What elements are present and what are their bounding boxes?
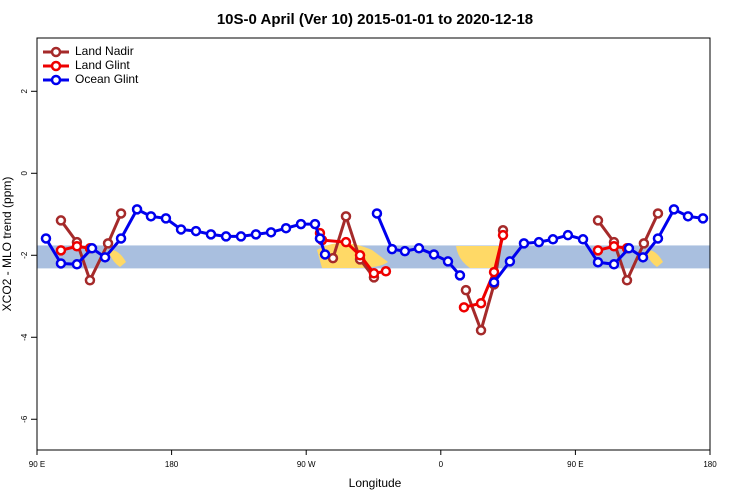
point bbox=[40, 233, 52, 244]
x-tick-label: 90 E bbox=[29, 460, 45, 469]
x-tick-label: 180 bbox=[165, 460, 179, 469]
point bbox=[340, 236, 352, 248]
point bbox=[623, 243, 635, 254]
point bbox=[621, 275, 633, 286]
x-tick-label: 180 bbox=[703, 460, 717, 469]
point bbox=[637, 252, 649, 263]
point bbox=[592, 245, 604, 256]
point bbox=[145, 211, 157, 222]
point bbox=[475, 297, 487, 309]
chart-title: 10S-0 April (Ver 10) 2015-01-01 to 2020-… bbox=[217, 11, 533, 28]
point bbox=[115, 208, 127, 219]
legend-label: Land Glint bbox=[75, 58, 130, 72]
point bbox=[497, 229, 509, 241]
point bbox=[354, 250, 366, 261]
point bbox=[652, 208, 664, 219]
point bbox=[190, 225, 202, 237]
x-tick-label: 0 bbox=[439, 460, 444, 469]
y-tick-label: 0 bbox=[20, 171, 29, 176]
point bbox=[220, 231, 232, 242]
point bbox=[71, 241, 83, 252]
series bbox=[55, 208, 664, 336]
y-tick-label: -2 bbox=[20, 251, 29, 259]
point bbox=[280, 222, 292, 234]
point bbox=[562, 229, 574, 241]
point bbox=[442, 256, 454, 267]
point bbox=[86, 243, 98, 254]
point bbox=[608, 259, 620, 270]
point bbox=[460, 284, 472, 296]
point bbox=[504, 256, 516, 267]
y-axis-label: XCO2 - MLO trend (ppm) bbox=[0, 177, 14, 312]
point bbox=[265, 227, 277, 238]
point bbox=[475, 325, 487, 336]
point bbox=[55, 215, 67, 226]
point bbox=[99, 252, 111, 263]
point bbox=[386, 243, 398, 255]
plot-frame bbox=[36, 37, 711, 451]
point bbox=[368, 268, 380, 279]
point bbox=[84, 275, 96, 286]
point bbox=[205, 229, 217, 240]
point bbox=[652, 233, 664, 244]
point bbox=[454, 270, 466, 281]
point bbox=[399, 245, 411, 257]
point bbox=[697, 213, 709, 224]
legend-marker bbox=[50, 60, 62, 72]
point bbox=[71, 259, 83, 270]
point bbox=[340, 211, 352, 222]
point bbox=[55, 245, 67, 256]
point bbox=[608, 241, 620, 252]
point bbox=[55, 258, 67, 269]
point bbox=[314, 233, 326, 244]
point bbox=[638, 238, 650, 249]
x-tick-label: 90 E bbox=[567, 460, 583, 469]
point bbox=[533, 236, 545, 248]
point bbox=[458, 302, 470, 313]
point bbox=[175, 224, 187, 235]
legend-marker bbox=[50, 74, 62, 86]
point bbox=[380, 266, 392, 277]
legend-label: Ocean Glint bbox=[75, 72, 139, 86]
point bbox=[235, 231, 247, 242]
point bbox=[160, 213, 172, 224]
point bbox=[295, 218, 307, 230]
point bbox=[577, 234, 589, 245]
point bbox=[488, 266, 500, 278]
point bbox=[592, 215, 604, 226]
x-axis-label: Longitude bbox=[349, 476, 402, 490]
point bbox=[327, 252, 339, 264]
y-tick-label: -6 bbox=[20, 415, 29, 423]
point bbox=[102, 238, 114, 249]
point bbox=[547, 234, 559, 245]
point bbox=[115, 233, 127, 244]
point bbox=[319, 249, 331, 260]
x-tick-label: 90 W bbox=[297, 460, 316, 469]
series bbox=[55, 227, 633, 313]
point bbox=[592, 256, 604, 268]
legend-marker bbox=[50, 46, 62, 58]
point bbox=[668, 204, 680, 215]
point bbox=[250, 229, 262, 240]
legend-label: Land Nadir bbox=[75, 44, 134, 58]
point bbox=[413, 243, 425, 254]
y-tick-label: -4 bbox=[20, 333, 29, 341]
point bbox=[518, 238, 530, 249]
point bbox=[309, 218, 321, 230]
point bbox=[488, 277, 500, 288]
y-tick-label: 2 bbox=[20, 89, 29, 94]
point bbox=[131, 204, 143, 215]
point bbox=[682, 211, 694, 222]
point bbox=[371, 208, 383, 219]
point bbox=[428, 249, 440, 260]
series bbox=[40, 204, 709, 288]
